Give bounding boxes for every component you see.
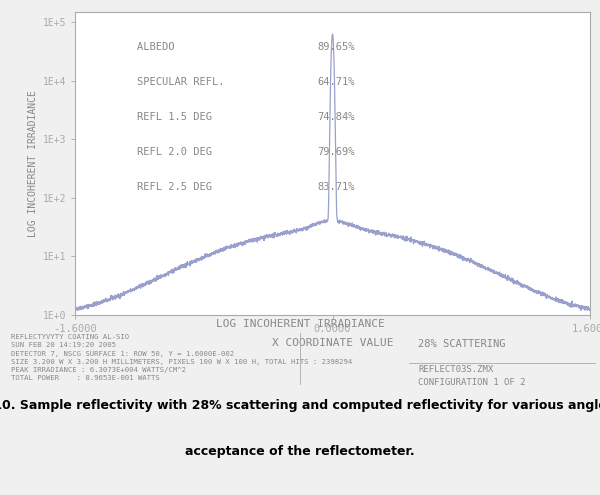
X-axis label: X COORDINATE VALUE: X COORDINATE VALUE <box>272 338 393 348</box>
Text: 64.71%: 64.71% <box>317 77 355 87</box>
Text: Fig.10. Sample reflectivity with 28% scattering and computed reflectivity for va: Fig.10. Sample reflectivity with 28% sca… <box>0 399 600 412</box>
Text: ALBEDO: ALBEDO <box>137 42 218 52</box>
Text: 79.69%: 79.69% <box>317 147 355 157</box>
Text: SPECULAR REFL.: SPECULAR REFL. <box>137 77 224 87</box>
Text: acceptance of the reflectometer.: acceptance of the reflectometer. <box>185 445 415 458</box>
Text: 28% SCATTERING: 28% SCATTERING <box>418 339 505 349</box>
Text: REFLECT03S.ZMX
CONFIGURATION 1 OF 2: REFLECT03S.ZMX CONFIGURATION 1 OF 2 <box>418 365 526 387</box>
Text: REFL 2.5 DEG: REFL 2.5 DEG <box>137 182 218 192</box>
Text: 74.84%: 74.84% <box>317 112 355 122</box>
Text: LOG INCOHERENT IRRADIANCE: LOG INCOHERENT IRRADIANCE <box>215 319 385 329</box>
Text: REFL 2.0 DEG: REFL 2.0 DEG <box>137 147 218 157</box>
Text: 89.65%: 89.65% <box>317 42 355 52</box>
Text: REFLECTYVYTY COATING AL-SIO
SUN FEB 20 14:19:20 2005
DETECTOR 7, NSCG SURFACE 1:: REFLECTYVYTY COATING AL-SIO SUN FEB 20 1… <box>11 334 352 381</box>
Text: REFL 1.5 DEG: REFL 1.5 DEG <box>137 112 218 122</box>
Text: 83.71%: 83.71% <box>317 182 355 192</box>
Y-axis label: LOG INCOHERENT IRRADIANCE: LOG INCOHERENT IRRADIANCE <box>28 90 38 237</box>
